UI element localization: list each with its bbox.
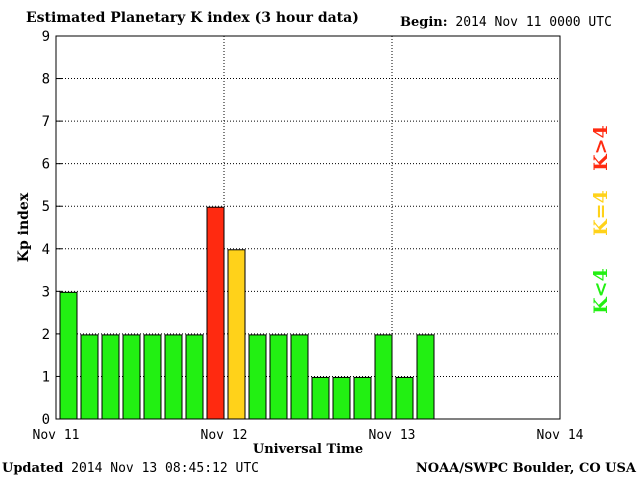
kp-bar: [164, 334, 183, 420]
plot-frame: [55, 35, 561, 420]
updated-label: Updated: [2, 461, 64, 476]
kp-bar: [353, 376, 372, 420]
y-axis-label: Kp index: [16, 192, 32, 262]
x-tick-label: Nov 13: [369, 428, 416, 443]
x-tick-label: Nov 14: [537, 428, 584, 443]
kp-bar: [269, 334, 288, 420]
y-tick-label: 5: [42, 199, 50, 215]
kp-bar: [395, 376, 414, 420]
chart-title: Estimated Planetary K index (3 hour data…: [26, 10, 359, 26]
begin-value: 2014 Nov 11 0000 UTC: [455, 15, 612, 30]
legend-k-greater-4: K>4: [589, 125, 612, 171]
kp-bar: [122, 334, 141, 420]
source-credit: NOAA/SWPC Boulder, CO USA: [415, 461, 636, 476]
kp-bar: [290, 334, 309, 420]
y-tick-label: 0: [42, 412, 50, 428]
legend-k-equal-4: K=4: [589, 190, 612, 236]
kp-bar: [311, 376, 330, 420]
legend-k-less-4: K<4: [589, 268, 612, 314]
y-tick-label: 6: [42, 157, 50, 173]
y-tick-label: 3: [42, 284, 50, 300]
y-tick-label: 2: [42, 327, 50, 343]
kp-bar: [143, 334, 162, 420]
kp-bar: [101, 334, 120, 420]
kp-bar: [248, 334, 267, 420]
kp-bar: [416, 334, 435, 420]
x-tick-label: Nov 12: [201, 428, 248, 443]
y-tick-label: 8: [42, 72, 50, 88]
x-tick-label: Nov 11: [33, 428, 80, 443]
y-tick-label: 9: [42, 29, 50, 45]
updated-timestamp: Updated 2014 Nov 13 08:45:12 UTC: [2, 461, 259, 476]
kp-bar: [206, 206, 225, 420]
kp-bar: [185, 334, 204, 420]
begin-time: Begin: 2014 Nov 11 0000 UTC: [400, 15, 612, 30]
y-tick-label: 1: [42, 369, 50, 385]
kp-bar: [59, 291, 78, 420]
kp-bar: [227, 249, 246, 420]
begin-label: Begin:: [400, 15, 448, 30]
kp-bar: [374, 334, 393, 420]
updated-value: 2014 Nov 13 08:45:12 UTC: [71, 461, 259, 476]
y-tick-label: 4: [42, 242, 50, 258]
x-axis-label: Universal Time: [253, 442, 363, 457]
kp-bar: [80, 334, 99, 420]
kp-bar: [332, 376, 351, 420]
y-tick-label: 7: [42, 114, 50, 130]
